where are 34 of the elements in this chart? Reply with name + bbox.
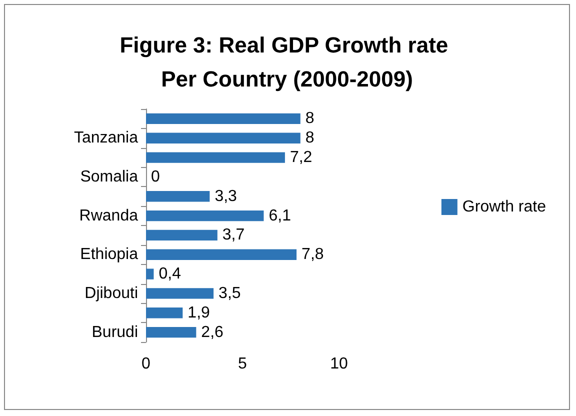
bar	[146, 326, 196, 338]
data-label: 0	[151, 168, 160, 186]
bar	[146, 249, 297, 260]
bar	[146, 230, 218, 241]
data-label: 0,4	[158, 266, 182, 283]
bar	[146, 152, 285, 163]
y-tick-label: Somalia	[80, 168, 138, 186]
data-label: 8	[305, 130, 314, 147]
x-tick-label: 0	[142, 356, 151, 372]
bar	[146, 113, 300, 124]
data-label: 1,9	[188, 304, 210, 322]
x-tick-label: 5	[238, 356, 248, 372]
y-tick-label: Djibouti	[84, 284, 138, 302]
y-tick-label: Ethiopia	[80, 246, 138, 264]
data-label: 3,3	[214, 188, 238, 205]
data-label: 6,1	[268, 207, 292, 224]
y-tick-label: Tanzania	[74, 130, 138, 147]
legend-label: Growth rate	[462, 198, 546, 216]
data-label: 7,8	[302, 246, 324, 264]
data-label: 3,5	[218, 284, 241, 302]
data-label: 7,2	[290, 149, 312, 166]
y-tick-label: Burudi	[92, 324, 138, 341]
bar	[146, 191, 210, 202]
bar	[146, 288, 214, 299]
chart-title: Figure 3: Real GDP Growth rate Per Country (2000-2009)	[120, 32, 454, 92]
bar	[146, 308, 183, 318]
bar	[146, 268, 154, 280]
bar	[146, 132, 300, 144]
data-label: 8	[305, 110, 314, 128]
x-tick-label: 10	[330, 356, 348, 372]
y-tick-label: Rwanda	[79, 207, 138, 224]
data-label: 2,6	[201, 324, 224, 341]
bar	[146, 210, 264, 222]
data-label: 3,7	[222, 226, 245, 244]
